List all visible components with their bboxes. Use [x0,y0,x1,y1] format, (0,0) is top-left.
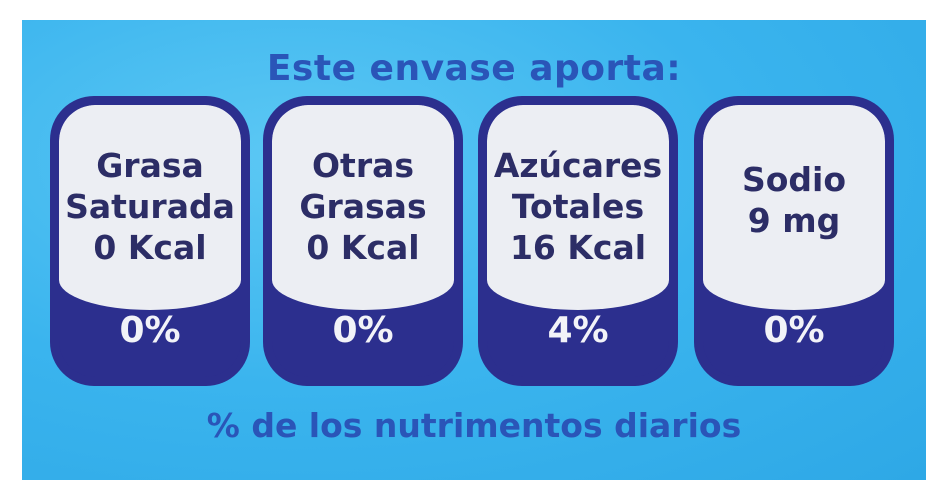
card-label: Azúcares Totales 16 Kcal [487,145,669,268]
card-percent: 0% [332,310,394,351]
card-line: 0 Kcal [93,228,207,267]
card-percent: 4% [547,310,609,351]
card-line: 16 Kcal [509,228,647,267]
card-label: Sodio 9 mg [703,159,885,241]
card-label: Otras Grasas 0 Kcal [272,145,454,268]
card-line: Saturada [65,187,235,226]
card-line: Azúcares [493,146,663,185]
card-line: 0 Kcal [306,228,420,267]
label-title: Este envase aporta: [266,48,682,89]
card-line: Sodio [741,160,847,199]
label-footer: % de los nutrimentos diarios [206,406,742,445]
card-percent: 0% [119,310,181,351]
label-panel: Este envase aporta: Grasa Saturada 0 Kca… [22,20,926,480]
card-label: Grasa Saturada 0 Kcal [59,145,241,268]
card-percent: 0% [763,310,825,351]
card-line: Grasa [96,146,204,185]
card-line: Grasas [299,187,427,226]
card-line: Totales [511,187,645,226]
card-azucares-totales: Azúcares Totales 16 Kcal 4% [478,96,678,386]
card-grasa-saturada: Grasa Saturada 0 Kcal 0% [50,96,250,386]
card-line: 9 mg [747,201,841,240]
card-otras-grasas: Otras Grasas 0 Kcal 0% [263,96,463,386]
card-sodio: Sodio 9 mg 0% [694,96,894,386]
card-line: Otras [311,146,414,185]
